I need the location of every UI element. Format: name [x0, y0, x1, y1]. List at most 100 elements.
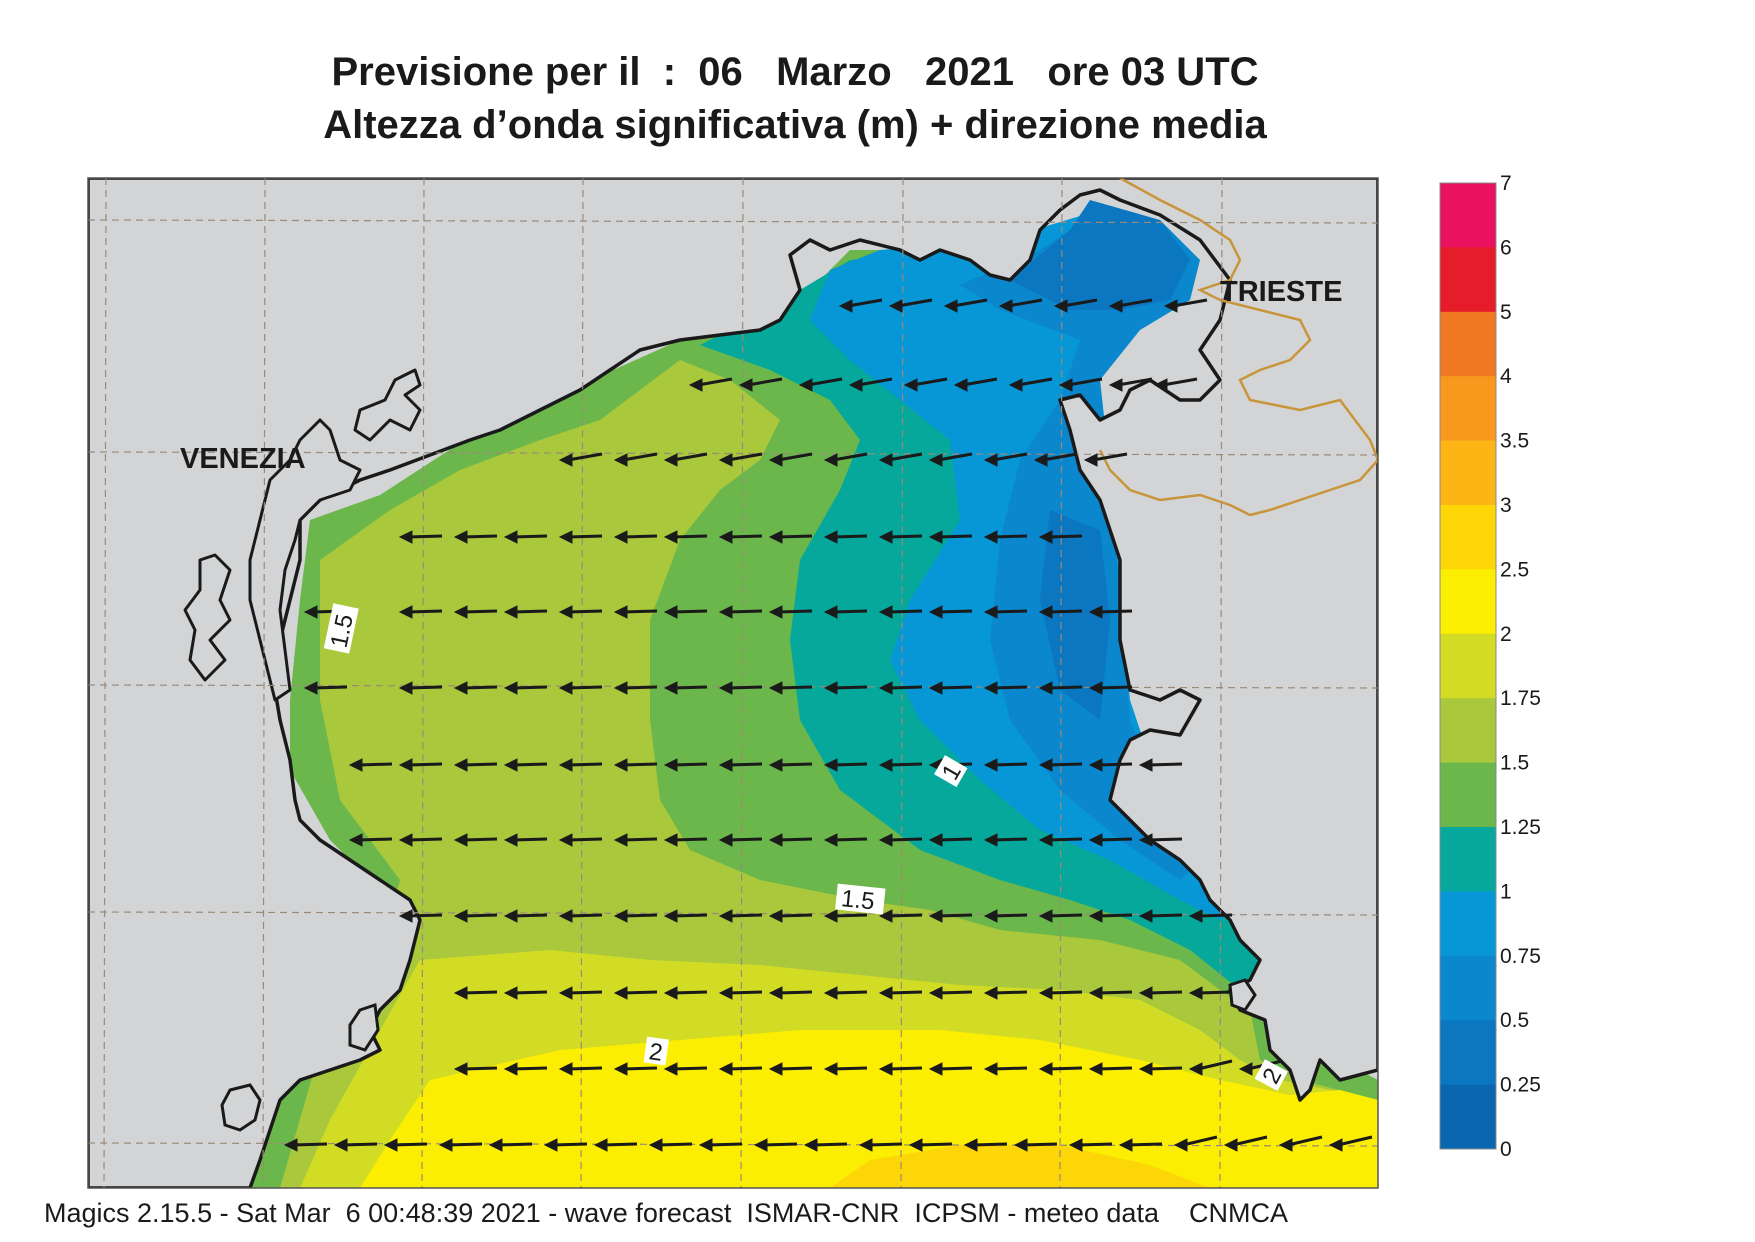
wave-arrow-head — [1038, 530, 1053, 544]
wave-arrow-head — [1108, 378, 1123, 392]
wave-arrow-shaft — [567, 534, 603, 539]
legend-labels: 7 6 5 4 3.5 3 2.5 2 1.75 1.5 1.25 1 0.75 0.5 0.25 0 — [1500, 172, 1541, 1161]
legend-label: 6 — [1500, 236, 1512, 259]
wave-arrow-head — [738, 378, 753, 392]
wave-arrow-shaft — [992, 1066, 1028, 1071]
wave-arrow-head — [888, 299, 903, 313]
wave-arrow-shaft — [567, 762, 603, 767]
wave-arrow-shaft — [447, 1142, 483, 1147]
wave-arrow-shaft — [887, 685, 923, 690]
wave-arrow-head — [698, 1138, 713, 1152]
wave-arrow-shaft — [747, 377, 783, 387]
wave-arrow-shaft — [1097, 913, 1133, 918]
wave-arrow-shaft — [812, 1142, 848, 1147]
wave-arrow-shaft — [777, 990, 813, 995]
wave-arrow-head — [663, 833, 678, 847]
wave-arrow-head — [453, 681, 468, 695]
wave-arrow-shaft — [1047, 685, 1083, 690]
wave-arrow-head — [648, 1138, 663, 1152]
wave-arrow-head — [398, 605, 413, 619]
wave-arrow-shaft — [832, 990, 868, 995]
wave-arrow-shaft — [567, 913, 603, 918]
wave-arrow-head — [503, 530, 518, 544]
wave-arrow-shaft — [832, 685, 868, 690]
wave-arrow-shaft — [622, 990, 658, 995]
wave-arrow-head — [488, 1138, 503, 1152]
wave-arrow-shaft — [407, 685, 443, 690]
wave-arrow-head — [1038, 986, 1053, 1000]
wave-arrow-shaft — [1047, 990, 1083, 995]
wave-arrow-shaft — [777, 762, 813, 767]
wave-arrow-head — [1278, 1138, 1293, 1152]
wave-arrow-shaft — [697, 377, 733, 387]
legend-swatch — [1440, 633, 1496, 699]
wave-arrow-head — [1163, 299, 1178, 313]
wave-arrow-shaft — [512, 534, 548, 539]
wave-arrow-shaft — [777, 534, 813, 539]
wave-arrow-shaft — [832, 913, 868, 918]
city-label-trieste: TRIESTE — [1220, 276, 1342, 308]
wave-arrow-shaft — [1232, 1135, 1268, 1147]
wave-arrow-head — [453, 1062, 468, 1076]
wave-arrow-shaft — [937, 1066, 973, 1071]
wave-arrow-head — [663, 681, 678, 695]
wave-arrow-head — [753, 1138, 768, 1152]
wave-arrow-shaft — [937, 837, 973, 842]
wave-arrow-shaft — [512, 685, 548, 690]
wave-arrow-shaft — [512, 762, 548, 767]
legend-swatch — [1440, 955, 1496, 1021]
wave-arrow-shaft — [622, 685, 658, 690]
wave-arrow-shaft — [622, 762, 658, 767]
contour-label: 2 — [647, 1038, 664, 1067]
national-border — [1098, 178, 1378, 517]
wave-arrow-head — [1038, 909, 1053, 923]
wave-arrow-shaft — [1182, 1135, 1218, 1147]
wave-arrow-head — [558, 453, 573, 467]
wave-arrow-head — [613, 1062, 628, 1076]
wave-arrow-shaft — [1197, 913, 1233, 918]
legend-swatch — [1440, 376, 1496, 442]
wave-arrow-head — [303, 605, 318, 619]
wave-arrow-head — [1088, 605, 1103, 619]
wave-arrow-head — [878, 833, 893, 847]
wave-arrow-shaft — [867, 1142, 903, 1147]
wave-arrow-shaft — [1147, 1066, 1183, 1071]
wave-arrow-head — [1038, 833, 1053, 847]
wave-arrow-shaft — [992, 913, 1028, 918]
wave-arrow-shaft — [567, 685, 603, 690]
wave-arrow-shaft — [622, 837, 658, 842]
legend-frame — [1439, 182, 1497, 1150]
wave-arrow-shaft — [832, 452, 868, 462]
wave-arrow-shaft — [1047, 762, 1083, 767]
wave-arrow-shaft — [992, 685, 1028, 690]
wave-arrow-head — [903, 378, 918, 392]
wave-arrow-head — [928, 453, 943, 467]
wave-arrow-head — [768, 605, 783, 619]
wave-arrow-head — [928, 681, 943, 695]
city-label-venezia: VENEZIA — [180, 443, 306, 475]
wave-arrow-head — [663, 605, 678, 619]
venice-lagoon — [183, 368, 422, 702]
wave-arrow-shaft — [512, 609, 548, 614]
wave-arrow-head — [718, 453, 733, 467]
wave-arrow-head — [768, 1062, 783, 1076]
wave-arrow-head — [613, 909, 628, 923]
wave-arrow-head — [663, 530, 678, 544]
wave-arrow-head — [928, 605, 943, 619]
wave-arrow-shaft — [672, 534, 708, 539]
wave-arrow-shaft — [1047, 534, 1083, 539]
wave-arrow-shaft — [407, 762, 443, 767]
wave-arrow-head — [1083, 453, 1098, 467]
wave-arrow-head — [613, 986, 628, 1000]
wave-arrow-head — [1038, 1062, 1053, 1076]
wave-arrow-head — [503, 986, 518, 1000]
wave-arrow-head — [848, 378, 863, 392]
wave-arrow-head — [1138, 833, 1153, 847]
wave-arrow-head — [983, 986, 998, 1000]
wave-arrow-head — [983, 453, 998, 467]
legend-swatch — [1440, 569, 1496, 635]
wave-arrow-shaft — [1047, 837, 1083, 842]
wave-arrow-head — [558, 758, 573, 772]
wave-arrow-head — [798, 378, 813, 392]
